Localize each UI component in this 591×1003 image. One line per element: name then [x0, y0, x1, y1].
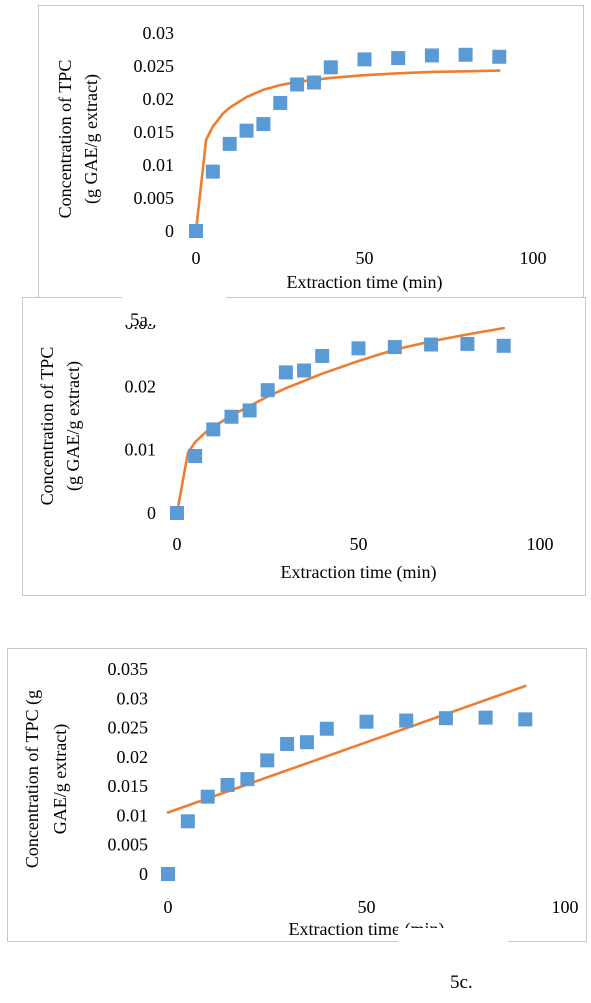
chart-b-x-tick-label: 100: [527, 534, 554, 554]
chart-a-data-point: [273, 95, 288, 110]
chart-c-y-tick-label: 0.03: [117, 688, 149, 708]
chart-a-x-tick-label: 50: [356, 248, 374, 268]
chart-c-y-tick-label: 0: [139, 864, 148, 884]
chart-a-data-point: [256, 117, 271, 132]
chart-b-data-point: [206, 422, 221, 437]
chart-c-fit-line: [166, 684, 527, 814]
chart-b-x-axis-title: Extraction time (min): [281, 562, 437, 583]
chart-b-data-point: [496, 338, 511, 353]
chart-b-data-point: [260, 383, 275, 398]
chart-c-data-point: [359, 714, 374, 729]
chart-b-data-point: [460, 336, 475, 351]
chart-a-data-point: [357, 52, 372, 67]
chart-c-data-point: [399, 713, 414, 728]
chart-c-x-tick-label: 50: [358, 897, 376, 917]
chart-a-svg: 0 0.005 0.01 0.015 0.02 0.025 0.03 0 50 100 Extrac…: [55, 23, 547, 293]
chart-b-data-point: [278, 365, 293, 380]
chart-c-x-tick-label: 100: [552, 897, 579, 917]
chart-a-data-point: [189, 224, 203, 238]
chart-c-data-point: [280, 736, 295, 751]
chart-c-data-point: [478, 710, 493, 725]
chart-c-data-point: [220, 777, 235, 792]
chart-a-data-point: [424, 48, 439, 63]
chart-a-data-point: [323, 60, 338, 75]
chart-c-data-point: [319, 721, 334, 736]
chart-a-y-tick-label: 0: [165, 221, 174, 241]
chart-c-x-tick-label: 0: [164, 897, 173, 917]
chart-b-data-point: [387, 340, 402, 355]
chart-b-y-tick-label: 0.02: [125, 376, 157, 396]
chart-a-y-tick-label: 0.025: [134, 56, 175, 76]
caption-5c: 5c.: [450, 972, 473, 993]
chart-c-y-tick-label: 0.015: [108, 776, 149, 796]
chart-b-data-point: [170, 506, 184, 520]
chart-b-y-tick-label: 0: [147, 503, 156, 523]
chart-b-data-point: [242, 403, 257, 418]
chart-a-data-point: [492, 49, 507, 64]
chart-b-data-point: [315, 348, 330, 363]
chart-a-y-axis-title-line: Concentration of TPC: [55, 60, 75, 219]
caption-a-box: [122, 293, 226, 325]
caption-c-box: [398, 928, 508, 958]
chart-c-data-point: [518, 712, 533, 727]
chart-c-y-tick-label: 0.01: [117, 805, 149, 825]
chart-a-x-axis-title: Extraction time (min): [287, 272, 443, 293]
chart-a-fit-line: [194, 69, 501, 233]
chart-b-y-axis-title-line: Concentration of TPC: [37, 347, 57, 506]
chart-c-data-point: [161, 867, 175, 881]
chart-a-data-point: [391, 51, 406, 66]
chart-c-y-tick-label: 0.035: [108, 659, 149, 679]
chart-b-data-point: [351, 341, 366, 356]
chart-c-y-tick-label: 0.005: [108, 835, 149, 855]
chart-a-y-tick-label: 0.03: [143, 23, 175, 43]
chart-c-data-point: [438, 711, 453, 726]
chart-b-x-tick-label: 50: [350, 534, 368, 554]
chart-c-data-point: [240, 772, 255, 787]
chart-a-x-tick-label: 0: [192, 248, 201, 268]
chart-b-data-point: [224, 409, 239, 424]
chart-a-y-tick-label: 0.02: [143, 89, 175, 109]
chart-a-y-tick-label: 0.01: [143, 155, 175, 175]
chart-c-y-tick-label: 0.02: [117, 747, 149, 767]
chart-b-y-axis-title-line: (g GAE/g extract): [63, 361, 84, 491]
chart-b-data-point: [424, 337, 439, 352]
chart-c-data-point: [200, 789, 215, 804]
chart-c-y-axis-title-line: GAE/g extract): [50, 724, 71, 834]
chart-a-y-axis-title-line: (g GAE/g extract): [81, 74, 102, 204]
chart-c-data-point: [260, 753, 275, 768]
chart-a-data-point: [205, 164, 220, 179]
chart-a-data-point: [290, 77, 305, 92]
chart-c-data-point: [180, 814, 195, 829]
chart-a-data-point: [458, 47, 473, 62]
chart-a-data-point: [306, 75, 321, 90]
chart-b-data-point: [188, 449, 203, 463]
chart-a-y-tick-label: 0.015: [134, 122, 175, 142]
chart-a-y-tick-label: 0.005: [134, 188, 175, 208]
chart-a-x-tick-label: 100: [520, 248, 547, 268]
chart-b-data-point: [297, 363, 312, 378]
chart-a-data-point: [222, 136, 237, 151]
chart-c-y-tick-label: 0.025: [108, 718, 149, 738]
chart-b-y-tick-label: 0.01: [125, 440, 157, 460]
chart-a-data-point: [239, 123, 254, 138]
chart-c-y-axis-title-line: Concentration of TPC (g: [22, 690, 43, 868]
chart-b-x-tick-label: 0: [173, 534, 182, 554]
chart-panel-a: 0 0.005 0.01 0.015 0.02 0.025 0.03 0 50 100 Extrac…: [38, 5, 584, 298]
caption-5a: 5a.: [130, 310, 153, 331]
chart-c-data-point: [299, 735, 314, 750]
chart-panel-c: 0 0.005 0.01 0.015 0.02 0.025 0.03 0.035 0 50 100 E…: [7, 648, 587, 942]
